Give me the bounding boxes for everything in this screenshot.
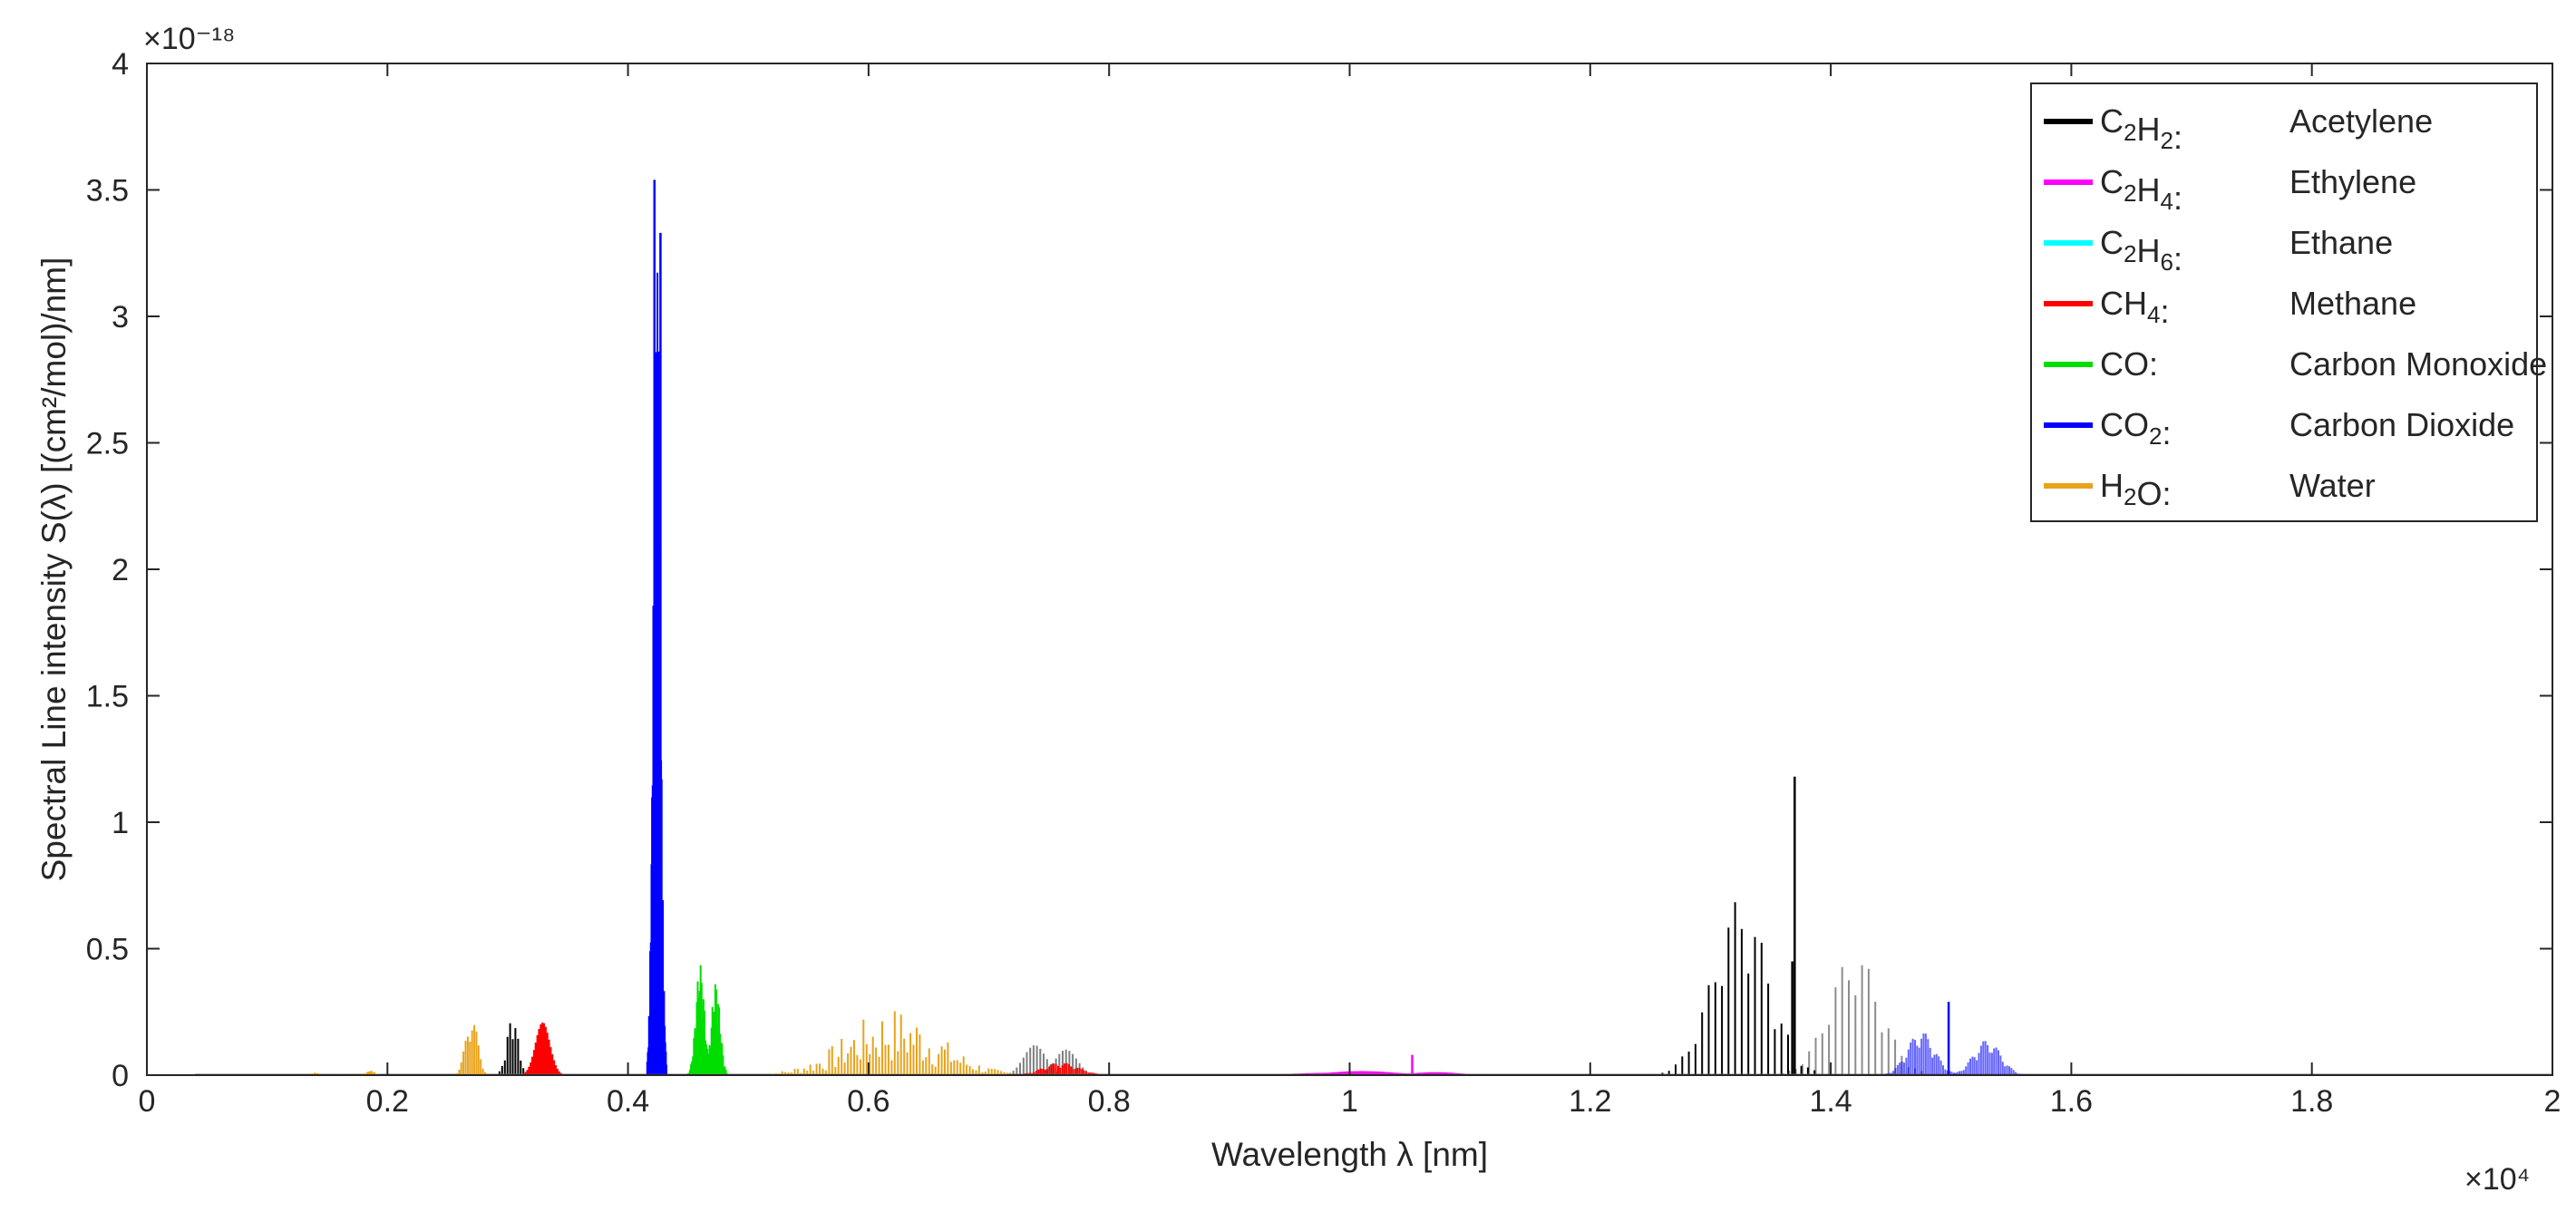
band-h2o-2	[453, 1024, 489, 1075]
legend-item-methane: CH4: Methane	[2044, 285, 2416, 330]
band-lines	[496, 1023, 528, 1075]
band-lines	[453, 1024, 489, 1075]
legend-formula: CO:	[2100, 345, 2158, 383]
band-lines	[1948, 1041, 2026, 1075]
band-co2-0	[646, 272, 667, 1075]
legend-name: Carbon Monoxide	[2289, 345, 2547, 383]
legend-formula: C2H4:	[2100, 163, 2182, 217]
y-axis-label: Spectral Line intensity S(λ) [(cm²/mol)/…	[35, 257, 73, 882]
x-tick-label: 2	[2544, 1084, 2561, 1119]
x-tick-label: 0.6	[847, 1084, 889, 1119]
x-tick-label: 0.2	[366, 1084, 409, 1119]
legend-name: Water	[2289, 467, 2376, 504]
legend-name: Ethane	[2289, 224, 2393, 261]
y-tick-label: 4	[112, 47, 129, 82]
x-tick-label: 1.8	[2290, 1084, 2333, 1119]
legend-formula: CO2:	[2100, 406, 2171, 451]
band-c2h2-3	[1661, 902, 1816, 1075]
legend-formula: CH4:	[2100, 285, 2169, 330]
legend-item-acetylene: C2H2: Acetylene	[2044, 102, 2433, 156]
legend-item-carbon-dioxide: CO2: Carbon Dioxide	[2044, 406, 2514, 451]
legend: C2H2: Acetylene C2H4: Ethylene C2H6: Ethane CH…	[2030, 82, 2547, 522]
series-c2h2	[195, 776, 2552, 1075]
y-tick-label: 3.5	[86, 174, 129, 209]
legend-item-ethane: C2H6: Ethane	[2044, 224, 2393, 277]
band-h2o-3	[759, 1011, 1025, 1075]
legend-item-ethylene: C2H4: Ethylene	[2044, 163, 2416, 217]
x-tick-label: 1.6	[2050, 1084, 2093, 1119]
y-tick-label: 1.5	[86, 680, 129, 714]
y-tick-label: 2.5	[86, 427, 129, 461]
x-tick-label: 0	[139, 1084, 156, 1119]
legend-name: Acetylene	[2289, 102, 2433, 140]
band-c2h2-0	[496, 1023, 528, 1075]
band-ch4-0	[520, 1022, 564, 1075]
legend-formula: H2O:	[2100, 467, 2172, 512]
axis-ticks-layer: 0 0.2 0.4 0.6 0.8 1 1.2 1.4 1.6 1.8 2 0 0.5 1 1.5 2 2.5 3…	[86, 47, 2561, 1119]
legend-item-water: H2O: Water	[2044, 467, 2376, 512]
band-lines	[520, 1022, 564, 1075]
band-lines	[646, 272, 667, 1075]
legend-name: Ethylene	[2289, 163, 2416, 200]
x-tick-label: 0.8	[1088, 1084, 1131, 1119]
band-ch4-1	[1009, 1062, 1112, 1075]
x-tick-label: 1.4	[1809, 1084, 1852, 1119]
legend-name: Methane	[2289, 285, 2416, 322]
band-lines	[1881, 1033, 1959, 1075]
y-tick-label: 2	[112, 553, 129, 587]
x-axis-label: Wavelength λ [nm]	[1211, 1136, 1488, 1173]
band-lines	[759, 1011, 1025, 1075]
legend-name: Carbon Dioxide	[2289, 406, 2514, 443]
series-ch4	[195, 1022, 2552, 1075]
band-c2h2-4	[1782, 965, 1923, 1075]
legend-formula: C2H2:	[2100, 102, 2182, 156]
band-lines	[1009, 1062, 1112, 1075]
x-tick-label: 1	[1341, 1084, 1358, 1119]
y-axis-exponent-label: ×10⁻¹⁸	[143, 22, 235, 56]
band-lines	[1002, 1045, 1065, 1075]
y-tick-label: 0.5	[86, 933, 129, 967]
band-c2h2-1	[1002, 1045, 1065, 1075]
band-co2-1	[1881, 1033, 1959, 1075]
band-lines	[1661, 902, 1816, 1075]
y-tick-label: 3	[112, 300, 129, 335]
x-tick-label: 1.2	[1569, 1084, 1611, 1119]
legend-box	[2030, 82, 2538, 522]
y-tick-label: 1	[112, 806, 129, 840]
x-axis-exponent-label: ×10⁴	[2464, 1162, 2530, 1197]
band-lines	[1782, 965, 1923, 1075]
legend-formula: C2H6:	[2100, 224, 2182, 277]
y-tick-label: 0	[112, 1059, 129, 1093]
legend-item-carbon-monoxide: CO: Carbon Monoxide	[2044, 345, 2547, 383]
x-tick-label: 0.4	[607, 1084, 649, 1119]
band-co2-2	[1948, 1041, 2026, 1075]
